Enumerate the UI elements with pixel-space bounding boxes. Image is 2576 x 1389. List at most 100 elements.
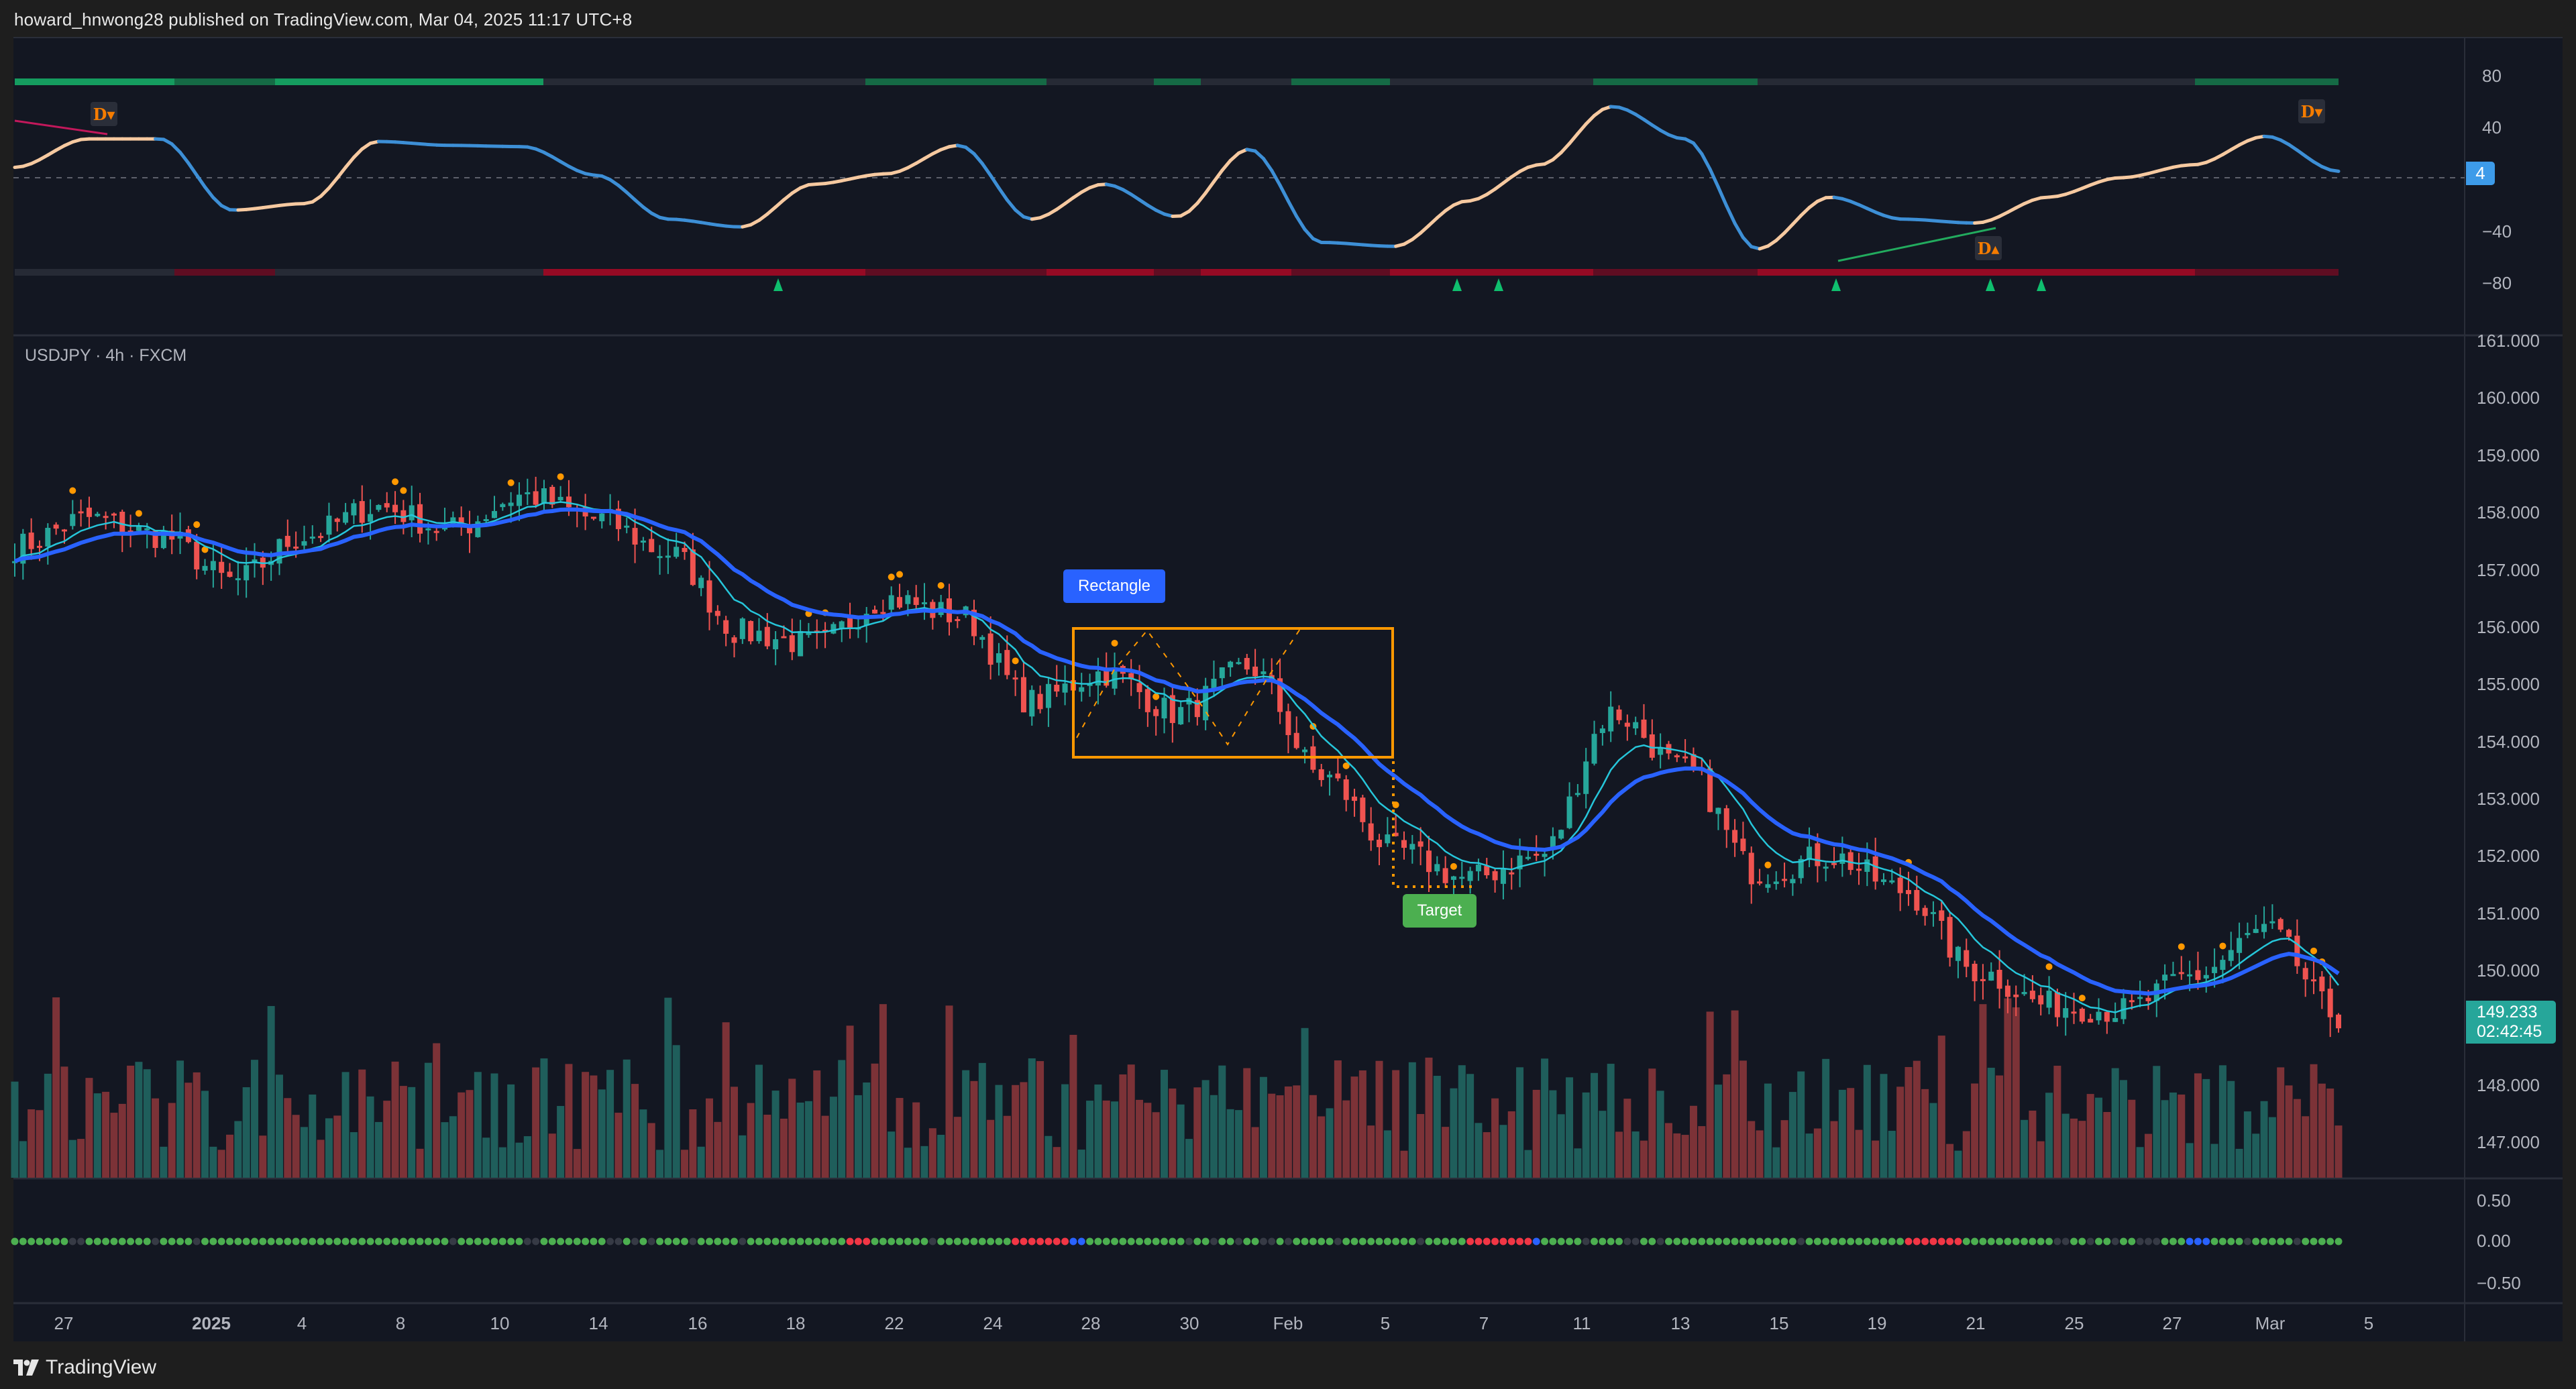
signal-dot (2021, 1237, 2029, 1245)
signal-dot (1102, 1237, 1110, 1245)
osc-upper-band (865, 78, 1046, 85)
osc-upper-band (1593, 78, 1758, 85)
symbol-legend[interactable]: USDJPY · 4h · FXCM (25, 346, 187, 365)
signal-dot (2302, 1237, 2310, 1245)
signal-dot (1888, 1237, 1896, 1245)
signal-dot (1764, 1237, 1772, 1245)
signal-dot (2029, 1237, 2037, 1245)
signal-dot (1507, 1237, 1515, 1245)
signal-dot (1714, 1237, 1722, 1245)
signal-dot (2070, 1237, 2078, 1245)
date-axis-tick: 19 (1868, 1313, 1887, 1333)
signal-dot (2285, 1237, 2293, 1245)
signal-dot (730, 1237, 738, 1245)
signal-dot (1144, 1237, 1152, 1245)
oscillator-line (1195, 191, 1208, 205)
signal-dot (590, 1237, 598, 1245)
signal-dot (350, 1237, 358, 1245)
signal-dot (60, 1237, 68, 1245)
date-axis-tick: 14 (589, 1313, 608, 1333)
signal-dot (647, 1237, 655, 1245)
signal-dot (573, 1237, 581, 1245)
signal-dot (1350, 1237, 1358, 1245)
signal-dot (1383, 1237, 1391, 1245)
rectangle-pattern-label[interactable]: Rectangle (1063, 569, 1165, 603)
oscillator-line (1790, 213, 1803, 226)
signal-dot (1731, 1237, 1739, 1245)
date-axis-tick: 30 (1180, 1313, 1199, 1333)
signal-dot (1524, 1237, 1532, 1245)
signal-dot (928, 1237, 936, 1245)
signal-dot (1358, 1237, 1366, 1245)
signal-dot (2235, 1237, 2243, 1245)
price-axis-tick: 160.000 (2477, 388, 2540, 408)
signal-dot (1780, 1237, 1788, 1245)
signal-dot (565, 1237, 573, 1245)
signal-dot (1880, 1237, 1888, 1245)
osc-lower-band (543, 269, 865, 276)
signal-dot (1466, 1237, 1474, 1245)
oscillator-line (1063, 196, 1075, 206)
oscillator-line (186, 161, 199, 177)
signal-dot (391, 1237, 399, 1245)
signal-dot (11, 1237, 19, 1245)
signal-dot (1483, 1237, 1491, 1245)
signal-dot (118, 1237, 126, 1245)
signal-dot (325, 1237, 333, 1245)
signal-dot (1664, 1237, 1672, 1245)
osc-lower-band (1390, 269, 1593, 276)
signal-dot (2103, 1237, 2111, 1245)
oscillator-line (327, 176, 339, 190)
signal-dot (2045, 1237, 2053, 1245)
signal-dot (1962, 1237, 1970, 1245)
osc-axis-tick: −40 (2482, 221, 2512, 241)
signal-dot (846, 1237, 854, 1245)
signal-dot (697, 1237, 705, 1245)
signal-dot (135, 1237, 143, 1245)
signal-dot (1342, 1237, 1350, 1245)
rectangle-pattern-box[interactable] (1072, 627, 1394, 759)
signal-dot (1615, 1237, 1623, 1245)
dots-axis-tick: 0.00 (2477, 1231, 2511, 1251)
signal-dot (888, 1237, 896, 1245)
signal-dot (1003, 1237, 1011, 1245)
signal-dot (383, 1237, 391, 1245)
signal-dot (2153, 1237, 2161, 1245)
tradingview-logo[interactable]: TradingView (13, 1356, 156, 1379)
signal-dot (747, 1237, 755, 1245)
signal-dot (1061, 1237, 1069, 1245)
signal-dot (127, 1237, 135, 1245)
signal-dot (970, 1237, 978, 1245)
signal-dot (1797, 1237, 1805, 1245)
signal-dot (1218, 1237, 1226, 1245)
signal-dot (1896, 1237, 1904, 1245)
dots-axis-tick: 0.50 (2477, 1190, 2511, 1211)
oscillator-line (1691, 141, 1704, 156)
signal-dot (2012, 1237, 2020, 1245)
signal-dot (1177, 1237, 1185, 1245)
signal-dot (2037, 1237, 2045, 1245)
signal-dot (77, 1237, 85, 1245)
oscillator-line (1253, 149, 1265, 160)
signal-dot (1996, 1237, 2004, 1245)
signal-dot (292, 1237, 300, 1245)
buy-signal-triangle-icon (1494, 278, 1503, 291)
signal-dot (1375, 1237, 1383, 1245)
signal-dot (168, 1237, 176, 1245)
signal-dot (449, 1237, 457, 1245)
oscillator-line (1228, 151, 1240, 162)
signal-dot (2326, 1237, 2334, 1245)
target-label[interactable]: Target (1403, 894, 1477, 928)
price-axis-tick: 150.000 (2477, 960, 2540, 981)
dots-axis-tick: −0.50 (2477, 1273, 2521, 1293)
signal-dot (374, 1237, 382, 1245)
signal-dot (1086, 1237, 1094, 1245)
signal-dot (184, 1237, 193, 1245)
signal-dot (1516, 1237, 1524, 1245)
signal-dot (1458, 1237, 1466, 1245)
signal-dot (317, 1237, 325, 1245)
signal-dot (498, 1237, 506, 1245)
signal-dot (540, 1237, 548, 1245)
signal-dot (1392, 1237, 1400, 1245)
